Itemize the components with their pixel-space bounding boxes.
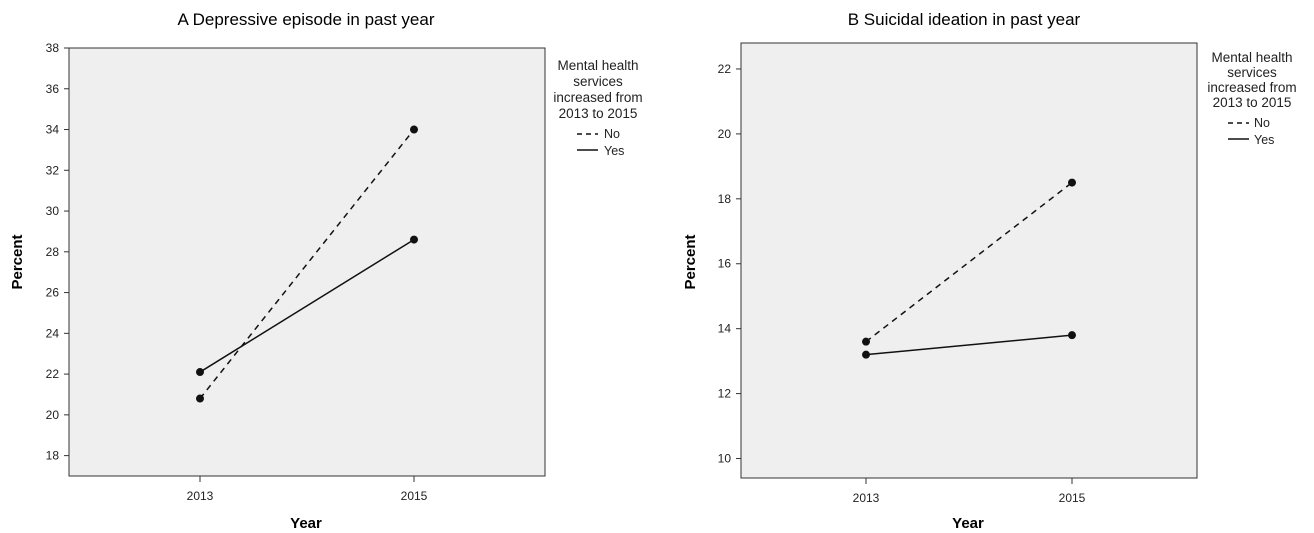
panel-b-y-ticks: 10 12 14 16 18 20 22 [718,62,741,466]
panel-b-x-axis-label: Year [952,515,984,532]
panel-b-y-axis-label: Percent [682,234,699,289]
panel-a-x-tick-label: 2013 [187,489,214,503]
panel-a-legend-title-line: services [573,74,623,89]
panel-a-y-tick-label: 36 [46,82,60,96]
panel-b-y-tick-label: 12 [718,387,732,401]
panel-b: B Suicidal ideation in past year 1012141… [682,10,1297,532]
panel-a-series-no-line [199,129,415,400]
panel-b-legend-title-line: services [1227,65,1277,80]
panel-a-y-tick-label: 38 [46,41,60,55]
panel-a-legend-label-no: No [604,127,620,141]
panel-b-legend-title-line: 2013 to 2015 [1213,95,1292,110]
panel-b-x-tick-label: 2013 [853,491,880,505]
panel-b-legend-title-line: Mental health [1211,50,1292,65]
panel-b-legend: Mental health services increased from 20… [1207,50,1296,147]
panel-b-y-tick-label: 10 [718,452,732,466]
panel-a-y-tick-label: 34 [46,123,60,137]
panel-b-series [862,178,1076,359]
panel-a-y-axis-label: Percent [9,234,26,289]
panel-a-legend: Mental health services increased from 20… [553,58,642,158]
panel-a-series-yes-point [410,235,418,244]
panel-a-series-yes-line [199,238,415,373]
panel-a-series-no-point [410,125,418,134]
panel-b-y-tick-label: 20 [718,127,732,141]
panel-b-series-yes-line [865,334,1073,356]
panel-a-x-axis-label: Year [290,515,322,532]
panel-b-legend-title-line: increased from [1207,80,1296,95]
panel-b-y-tick-label: 22 [718,62,732,76]
panel-b-series-yes-point [862,350,870,359]
panel-a-x-ticks: 2013 2015 [187,476,428,503]
panel-a-y-ticks: 18 20 22 24 26 28 30 32 34 36 38 [46,41,69,463]
panel-a-y-tick-label: 26 [46,286,60,300]
panel-a-y-tick-label: 30 [46,204,60,218]
panel-a-y-tick-label: 32 [46,163,60,177]
panel-a-y-tick-label: 28 [46,245,60,259]
panel-a-y-tick-label: 18 [46,449,60,463]
panel-a-legend-label-yes: Yes [604,144,624,158]
panel-b-y-tick-label: 14 [718,322,732,336]
panel-a-y-tick-label: 22 [46,367,60,381]
panel-b-y-tick-label: 18 [718,192,732,206]
panel-a-plot-area [68,47,546,477]
panel-a-y-tick-label: 24 [46,326,60,340]
panel-b-x-ticks: 2013 2015 [853,478,1086,505]
panel-b-series-no-point [1068,178,1076,187]
panel-a: A Depressive episode in past year 18 20 22… [9,10,643,532]
panel-b-legend-label-yes: Yes [1254,133,1274,147]
panel-b-series-no-point [862,337,870,346]
panel-b-legend-label-no: No [1254,116,1270,130]
panel-a-title: A Depressive episode in past year [177,10,434,29]
panel-a-legend-title-line: increased from [553,90,642,105]
panel-a-legend-title-line: 2013 to 2015 [559,106,638,121]
panel-a-series-no-point [196,394,204,403]
panel-a-x-tick-label: 2015 [401,489,428,503]
panel-a-y-tick-label: 20 [46,408,60,422]
panel-a-series-yes-point [196,368,204,377]
panel-b-x-tick-label: 2015 [1059,491,1086,505]
panel-b-y-tick-label: 16 [718,257,732,271]
panel-b-plot-area [740,42,1198,479]
panel-b-title: B Suicidal ideation in past year [848,10,1081,29]
panel-a-series [196,125,418,403]
panel-a-legend-title-line: Mental health [557,58,638,73]
panel-b-series-yes-point [1068,331,1076,340]
